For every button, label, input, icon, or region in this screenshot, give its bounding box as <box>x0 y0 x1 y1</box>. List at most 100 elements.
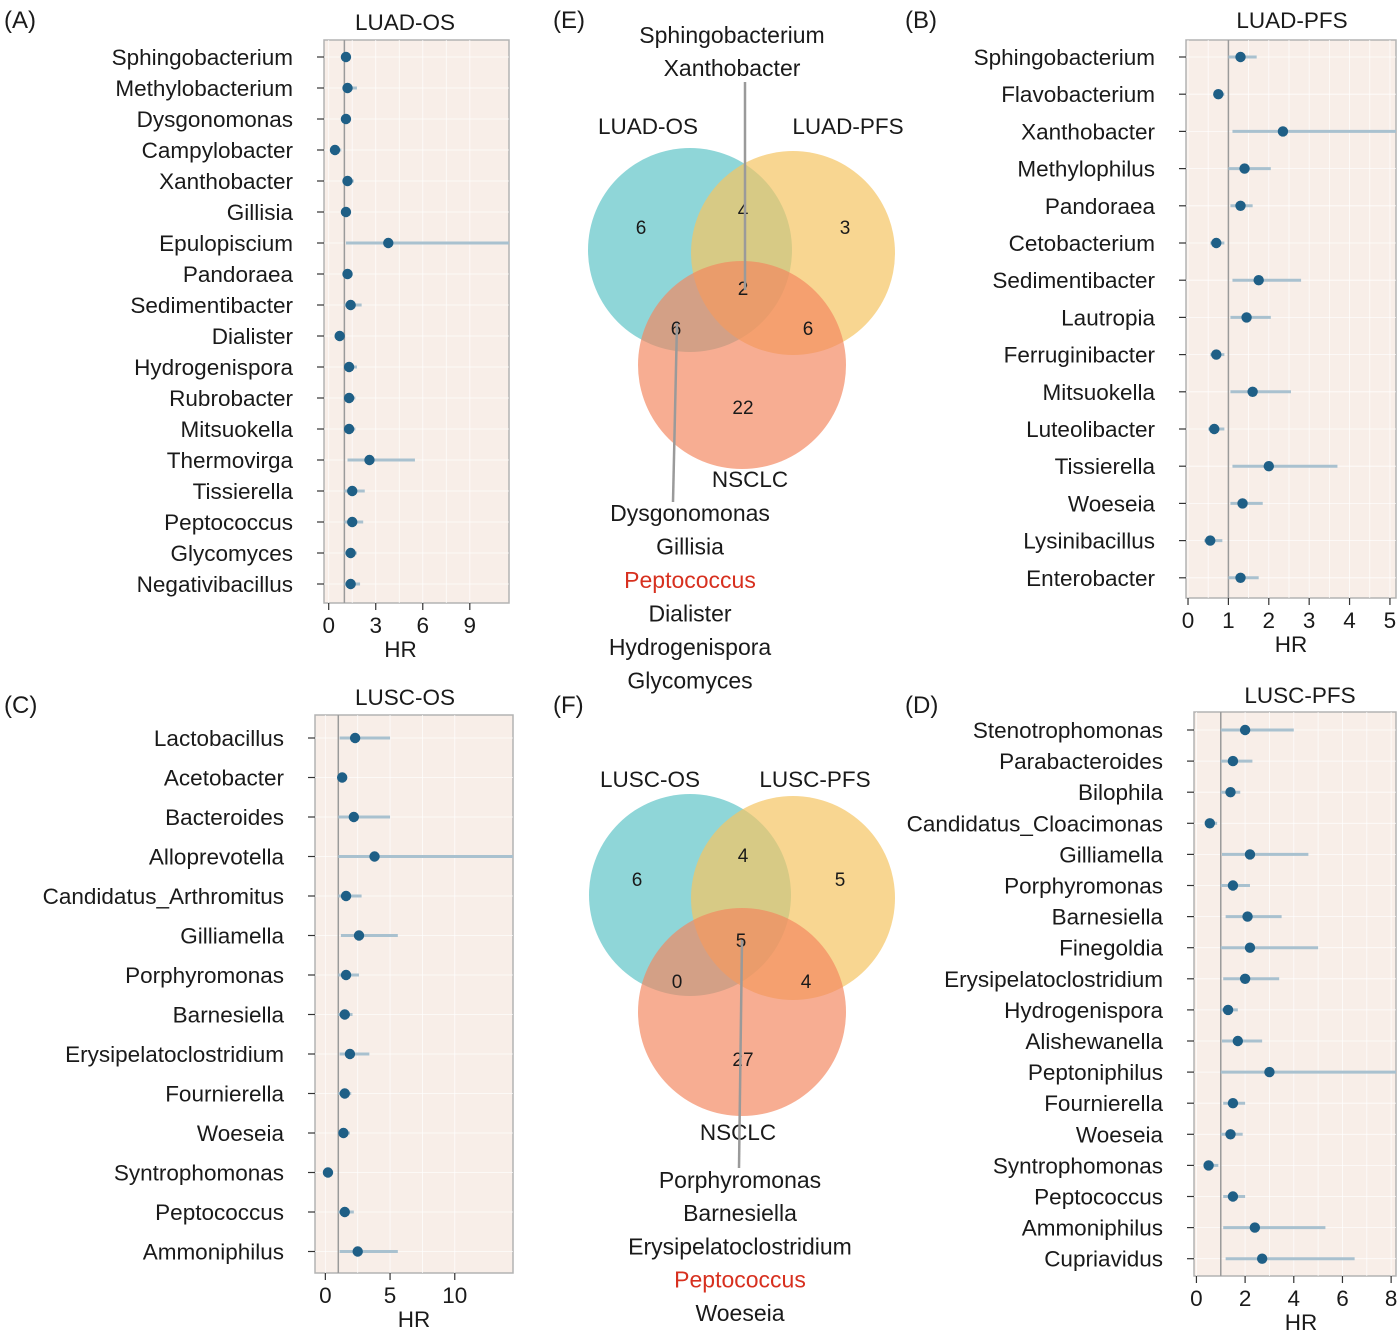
x-tick-label: 9 <box>464 613 477 638</box>
y-tick-label: Gilliamella <box>1059 842 1163 867</box>
hr-point-thermovirga <box>364 454 375 466</box>
genus-list-item: Barnesiella <box>683 1200 797 1226</box>
y-tick-label: Peptococcus <box>164 510 293 535</box>
genus-list-item: Xanthobacter <box>664 55 801 81</box>
hr-point-porphyromonas <box>340 969 352 981</box>
hr-point-hydrogenispora <box>1222 1004 1234 1016</box>
y-tick-label: Flavobacterium <box>1001 82 1155 107</box>
hr-point-ammoniphilus <box>352 1246 363 1257</box>
y-tick-label: Epulopiscium <box>159 231 293 256</box>
y-tick-label: Alishewanella <box>1025 1029 1163 1054</box>
hr-point-erysipelatoclostridium <box>344 1048 356 1060</box>
genus-list-item: Glycomyces <box>627 668 752 694</box>
y-tick-label: Parabacteroides <box>999 749 1163 774</box>
genus-list-item: Peptococcus <box>674 1267 806 1293</box>
region-count-only1: 6 <box>632 870 643 891</box>
hr-point-barnesiella <box>1242 911 1253 922</box>
y-tick-label: Peptoniphilus <box>1028 1060 1163 1085</box>
region-count-all: 2 <box>738 279 749 300</box>
hr-point-erysipelatoclostridium <box>1239 973 1251 984</box>
genus-list-item: Dysgonomonas <box>610 500 770 526</box>
region-count-s23: 4 <box>801 972 812 993</box>
hr-point-epulopiscium <box>383 237 394 249</box>
hr-point-hydrogenispora <box>343 361 355 373</box>
hr-point-alishewanella <box>1232 1035 1244 1047</box>
y-tick-label: Methylophilus <box>1017 157 1155 182</box>
x-tick-label: 3 <box>369 613 382 638</box>
y-tick-label: Glycomyces <box>170 541 293 566</box>
y-tick-label: Negativibacillus <box>137 572 293 597</box>
x-tick-label: 0 <box>319 1283 332 1308</box>
hr-point-xanthobacter <box>342 175 353 187</box>
hr-point-bilophila <box>1225 787 1236 798</box>
panel-label: (E) <box>553 7 585 34</box>
genus-list-item: Woeseia <box>695 1300 784 1326</box>
y-tick-label: Tissierella <box>193 479 294 504</box>
hr-point-sedimentibacter <box>345 299 356 311</box>
y-tick-label: Lysinibacillus <box>1023 529 1155 554</box>
plot-title: LUSC-PFS <box>1244 683 1355 708</box>
y-tick-label: Woeseia <box>1076 1122 1164 1147</box>
y-tick-label: Ammoniphilus <box>1022 1216 1163 1241</box>
hr-point-dialister <box>334 330 345 342</box>
genus-list-item: Porphyromonas <box>659 1167 821 1193</box>
hr-point-sedimentibacter <box>1253 275 1264 286</box>
region-count-s13: 0 <box>672 972 683 993</box>
hr-point-peptococcus <box>347 516 358 528</box>
y-tick-label: Pandoraea <box>183 262 294 287</box>
genus-list-item: Peptococcus <box>624 567 756 593</box>
y-tick-label: Dialister <box>212 324 294 349</box>
x-tick-label: 0 <box>1190 1286 1203 1311</box>
hr-point-barnesiella <box>339 1009 350 1020</box>
hr-point-ferruginibacter <box>1211 349 1222 360</box>
hr-point-candidatus-arthromitus <box>340 890 352 902</box>
hr-point-tissierella <box>1263 461 1274 472</box>
forest-plot-lusc-os: (C) LUSC-OS Lactobacillus Acetobacter Bacter… <box>4 685 514 1332</box>
x-tick-label: 8 <box>1385 1286 1398 1311</box>
x-tick-label: 6 <box>417 613 430 638</box>
venn-circle-nsclc <box>638 261 846 469</box>
y-tick-label: Woeseia <box>1068 491 1156 516</box>
hr-point-enterobacter <box>1235 572 1246 583</box>
y-tick-label: Enterobacter <box>1026 566 1155 591</box>
y-tick-label: Mitsuokella <box>180 417 293 442</box>
hr-point-lactobacillus <box>349 732 361 744</box>
y-tick-label: Xanthobacter <box>1021 119 1155 144</box>
y-tick-label: Ammoniphilus <box>143 1240 284 1265</box>
hr-point-xanthobacter <box>1277 126 1289 137</box>
panel-label: (F) <box>553 692 584 719</box>
y-tick-label: Campylobacter <box>142 138 294 163</box>
hr-point-cetobacterium <box>1211 237 1222 249</box>
region-count-s12: 4 <box>738 201 749 222</box>
forest-plot-lusc-pfs: (D) LUSC-PFS Stenotrophomonas Parabacteroid… <box>905 683 1397 1335</box>
x-axis-label: HR <box>398 1307 431 1332</box>
y-tick-label: Fournierella <box>1044 1091 1163 1116</box>
y-tick-label: Porphyromonas <box>125 963 284 988</box>
region-count-only2: 3 <box>840 218 851 239</box>
y-tick-label: Luteolibacter <box>1026 417 1155 442</box>
y-tick-label: Dysgonomonas <box>137 107 293 132</box>
plot-title: LUAD-OS <box>355 10 455 35</box>
y-tick-label: Sphingobacterium <box>112 45 293 70</box>
plot-area <box>1185 39 1397 599</box>
hr-point-candidatus-cloacimonas <box>1204 818 1216 829</box>
y-tick-label: Xanthobacter <box>159 169 293 194</box>
hr-point-woeseia <box>1237 498 1248 509</box>
set-label-nsclc: NSCLC <box>712 467 788 492</box>
y-tick-label: Tissierella <box>1055 454 1156 479</box>
y-tick-label: Thermovirga <box>167 448 294 473</box>
x-tick-label: 2 <box>1239 1286 1252 1311</box>
y-tick-label: Gilliamella <box>180 924 284 949</box>
y-tick-label: Porphyromonas <box>1004 874 1163 899</box>
y-tick-label: Rubrobacter <box>169 386 293 411</box>
hr-point-fournierella <box>339 1088 350 1099</box>
y-tick-label: Stenotrophomonas <box>973 718 1163 743</box>
y-tick-label: Syntrophomonas <box>993 1153 1163 1178</box>
region-count-only2: 5 <box>835 870 846 891</box>
region-count-only3: 22 <box>732 398 753 419</box>
y-tick-label: Methylobacterium <box>115 76 293 101</box>
x-axis-label: HR <box>1285 1310 1318 1335</box>
